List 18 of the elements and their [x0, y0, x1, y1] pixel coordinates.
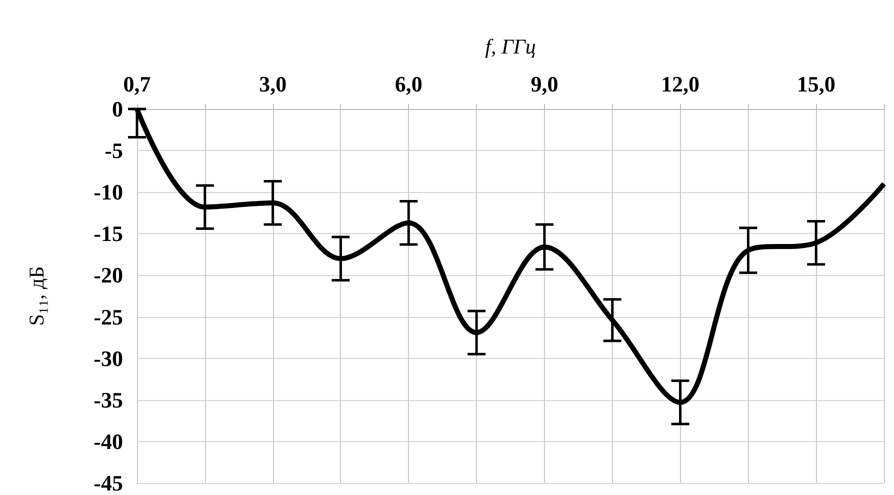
x-tick-label: 6,0	[394, 72, 422, 96]
y-tick-label: -20	[94, 262, 123, 288]
y-tick-label: -40	[94, 428, 123, 454]
y-tick-label: -30	[94, 346, 123, 371]
x-tick-label: 3,0	[259, 72, 287, 96]
y-tick-label: -25	[94, 304, 123, 330]
x-tick-label: 0,7	[123, 72, 151, 96]
y-axis-title: S₁₁, дБ	[24, 266, 48, 326]
x-tick-label: 12,0	[661, 72, 700, 96]
y-tick-label: -10	[94, 180, 123, 205]
x-tick-label: 15,0	[796, 72, 836, 96]
y-tick-label: -45	[94, 470, 123, 495]
y-tick-label: -15	[94, 221, 123, 246]
x-axis-title: f, ГГц	[485, 34, 536, 58]
y-tick-label: 0	[112, 96, 123, 122]
y-tick-label: -5	[104, 138, 123, 164]
y-tick-label: -35	[94, 387, 123, 412]
x-tick-label: 9,0	[530, 72, 558, 96]
